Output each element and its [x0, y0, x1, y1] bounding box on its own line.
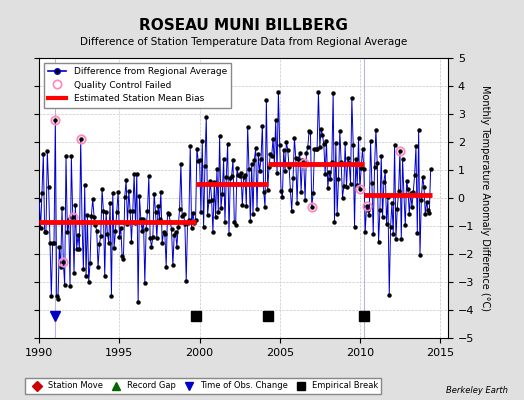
Text: Berkeley Earth: Berkeley Earth	[446, 386, 508, 395]
Y-axis label: Monthly Temperature Anomaly Difference (°C): Monthly Temperature Anomaly Difference (…	[480, 85, 490, 311]
Legend: Difference from Regional Average, Quality Control Failed, Estimated Station Mean: Difference from Regional Average, Qualit…	[44, 62, 232, 108]
Text: Difference of Station Temperature Data from Regional Average: Difference of Station Temperature Data f…	[80, 36, 407, 46]
Text: ROSEAU MUNI BILLBERG: ROSEAU MUNI BILLBERG	[139, 18, 348, 34]
Legend: Station Move, Record Gap, Time of Obs. Change, Empirical Break: Station Move, Record Gap, Time of Obs. C…	[25, 378, 381, 394]
